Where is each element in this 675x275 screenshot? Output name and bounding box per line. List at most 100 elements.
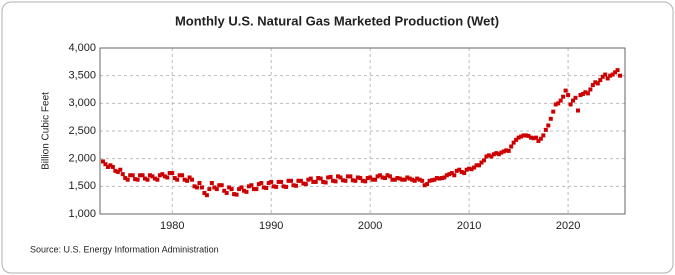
point bbox=[494, 151, 499, 156]
point bbox=[392, 177, 397, 182]
y-axis-label: Billion Cubic Feet bbox=[41, 92, 52, 170]
point bbox=[219, 183, 224, 188]
source: Source: U.S. Energy Information Administ… bbox=[30, 244, 219, 254]
point bbox=[603, 72, 608, 77]
plot-border bbox=[99, 47, 626, 215]
point bbox=[486, 153, 491, 158]
point bbox=[524, 133, 529, 138]
point bbox=[160, 172, 165, 177]
point bbox=[323, 180, 328, 185]
point bbox=[217, 183, 222, 188]
chart-title: Monthly U.S. Natural Gas Marketed Produc… bbox=[175, 13, 499, 28]
point bbox=[157, 173, 162, 178]
point bbox=[363, 179, 368, 184]
point bbox=[358, 176, 363, 181]
point bbox=[417, 177, 422, 182]
point bbox=[439, 176, 444, 181]
point bbox=[553, 102, 558, 107]
point bbox=[261, 185, 266, 190]
point bbox=[204, 193, 209, 198]
point bbox=[125, 177, 130, 182]
point bbox=[605, 76, 610, 81]
point bbox=[192, 184, 197, 189]
point bbox=[400, 177, 405, 182]
point bbox=[425, 182, 430, 187]
point bbox=[509, 144, 514, 149]
point bbox=[593, 80, 598, 85]
y-tick-label: 3,000 bbox=[68, 97, 96, 109]
point bbox=[135, 177, 140, 182]
point bbox=[561, 94, 566, 99]
point bbox=[274, 184, 279, 189]
point bbox=[281, 184, 286, 189]
point bbox=[415, 176, 420, 181]
point bbox=[326, 175, 331, 180]
point bbox=[481, 158, 486, 163]
point bbox=[437, 176, 442, 181]
point bbox=[410, 177, 415, 182]
point bbox=[575, 108, 580, 113]
point bbox=[194, 185, 199, 190]
point bbox=[501, 149, 506, 154]
point bbox=[120, 172, 125, 177]
point bbox=[187, 175, 192, 180]
point bbox=[380, 175, 385, 180]
point bbox=[336, 174, 341, 179]
point bbox=[103, 162, 108, 167]
point bbox=[442, 175, 447, 180]
point bbox=[239, 185, 244, 190]
point bbox=[237, 187, 242, 192]
point bbox=[551, 109, 556, 114]
point bbox=[264, 185, 269, 190]
point bbox=[422, 183, 427, 188]
point bbox=[177, 173, 182, 178]
point bbox=[115, 169, 120, 174]
point bbox=[308, 176, 313, 181]
point bbox=[533, 135, 538, 140]
point bbox=[536, 138, 541, 143]
point bbox=[432, 177, 437, 182]
point bbox=[113, 168, 118, 173]
point bbox=[345, 174, 350, 179]
point bbox=[590, 83, 595, 88]
point bbox=[420, 178, 425, 183]
x-tick-label: 1980 bbox=[160, 220, 184, 232]
point bbox=[118, 167, 123, 172]
y-tick-label: 3,500 bbox=[68, 70, 96, 82]
point bbox=[598, 78, 603, 83]
point bbox=[583, 90, 588, 95]
point bbox=[175, 177, 180, 182]
point bbox=[489, 154, 494, 159]
point bbox=[385, 173, 390, 178]
point bbox=[610, 72, 615, 77]
point bbox=[321, 179, 326, 184]
point bbox=[241, 188, 246, 193]
point bbox=[353, 178, 358, 183]
point bbox=[172, 176, 177, 181]
point bbox=[608, 73, 613, 78]
point bbox=[368, 175, 373, 180]
point bbox=[506, 148, 511, 153]
point bbox=[514, 137, 519, 142]
point bbox=[155, 177, 160, 182]
point bbox=[227, 185, 232, 190]
point bbox=[343, 178, 348, 183]
point bbox=[165, 175, 170, 180]
point bbox=[269, 179, 274, 184]
x-tick-label: 2000 bbox=[358, 220, 382, 232]
x-tick-label: 1990 bbox=[259, 220, 283, 232]
point bbox=[412, 178, 417, 183]
point bbox=[449, 171, 454, 176]
point bbox=[234, 192, 239, 197]
point bbox=[251, 187, 256, 192]
point bbox=[108, 163, 113, 168]
point bbox=[331, 178, 336, 183]
point bbox=[558, 98, 563, 103]
point bbox=[232, 192, 237, 197]
y-tick-label: 1,000 bbox=[68, 208, 96, 220]
point bbox=[563, 88, 568, 93]
point bbox=[370, 177, 375, 182]
point bbox=[350, 178, 355, 183]
point bbox=[383, 176, 388, 181]
